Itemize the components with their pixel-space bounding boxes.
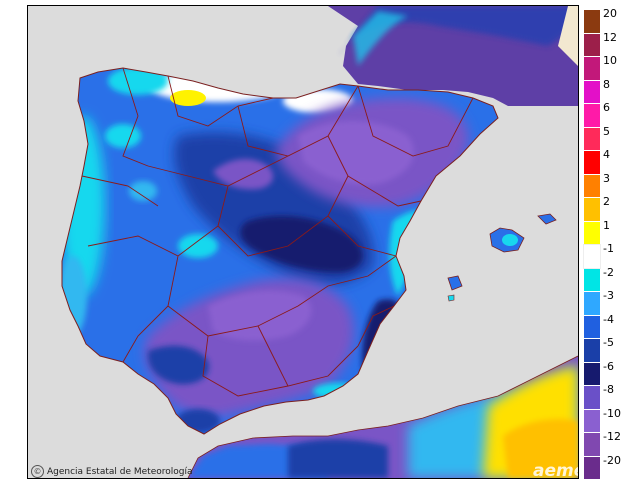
legend-label: -10: [603, 406, 621, 420]
legend-label: -2: [603, 265, 614, 279]
legend-swatch: [584, 221, 600, 244]
legend-label: 1: [603, 218, 610, 232]
legend-swatch: [584, 33, 600, 56]
legend-swatch: [584, 80, 600, 103]
legend-label: 5: [603, 124, 610, 138]
legend-label: 12: [603, 30, 617, 44]
legend-swatch: [584, 456, 600, 479]
legend-swatch: [584, 268, 600, 291]
legend-label: -6: [603, 359, 614, 373]
legend-label: -5: [603, 336, 614, 349]
aemet-logo: aemet: [533, 461, 578, 479]
map-canvas: [61, 6, 578, 478]
legend-label: 4: [603, 148, 610, 161]
balearic-islands: [447, 213, 557, 302]
legend-swatch: [584, 409, 600, 432]
legend-swatch: [584, 151, 600, 174]
legend-label: 3: [603, 171, 610, 185]
legend-swatch: [584, 339, 600, 362]
legend-label: -3: [603, 289, 614, 302]
copyright-icon: ©: [31, 465, 44, 478]
legend-swatch: [584, 10, 600, 33]
legend-swatch: [584, 198, 600, 221]
legend-swatch: [584, 433, 600, 456]
legend-swatch: [583, 244, 601, 269]
legend-label: -8: [603, 383, 614, 396]
legend-swatch: [584, 315, 600, 338]
legend-swatch: [584, 127, 600, 150]
legend-label: 8: [603, 77, 610, 91]
legend-swatch: [584, 174, 600, 197]
legend-swatch: [584, 362, 600, 385]
legend-swatch: [584, 292, 600, 315]
legend-label: -12: [603, 430, 621, 443]
legend-label: 2: [603, 195, 610, 208]
region-boundaries: [81, 67, 474, 397]
color-legend: 20 12 10 8 6 5 4 3 2 1 -1 -2 -3 -4 -5 -6 -8 -10 -12 -20: [583, 7, 630, 480]
legend-label: 20: [603, 7, 617, 20]
legend-label: 6: [603, 101, 610, 114]
legend-swatch: [584, 104, 600, 127]
iberia-outline: [61, 67, 499, 435]
credit-text: Agencia Estatal de Meteorología: [47, 466, 193, 477]
credit-line: © Agencia Estatal de Meteorología: [31, 465, 193, 478]
temperature-anomaly-map: aemet: [27, 5, 579, 479]
legend-label: -1: [603, 242, 614, 255]
legend-label: -4: [603, 312, 614, 326]
legend-swatch: [584, 386, 600, 409]
legend-label: 10: [603, 54, 617, 67]
legend-label: -20: [603, 453, 621, 467]
legend-swatch: [584, 57, 600, 80]
